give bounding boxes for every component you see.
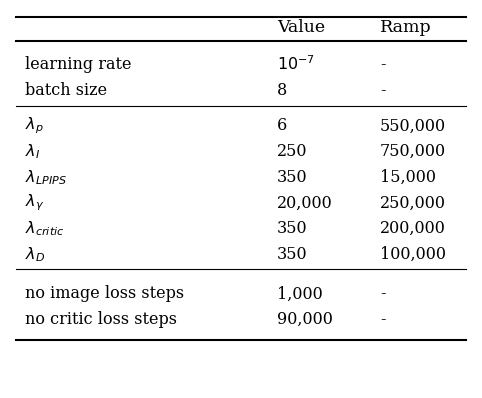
Text: 100,000: 100,000 xyxy=(380,246,446,263)
Text: batch size: batch size xyxy=(26,82,107,99)
Text: Value: Value xyxy=(277,19,325,35)
Text: 350: 350 xyxy=(277,220,308,237)
Text: 90,000: 90,000 xyxy=(277,311,333,328)
Text: $10^{-7}$: $10^{-7}$ xyxy=(277,55,315,74)
Text: 6: 6 xyxy=(277,117,287,135)
Text: 550,000: 550,000 xyxy=(380,117,446,135)
Text: -: - xyxy=(380,285,386,302)
Text: 8: 8 xyxy=(277,82,287,99)
Text: $\lambda_{\gamma}$: $\lambda_{\gamma}$ xyxy=(26,193,44,213)
Text: $\lambda_D$: $\lambda_D$ xyxy=(26,245,46,264)
Text: Ramp: Ramp xyxy=(380,19,431,35)
Text: $\lambda_I$: $\lambda_I$ xyxy=(26,142,40,161)
Text: -: - xyxy=(380,311,386,328)
Text: learning rate: learning rate xyxy=(26,56,132,73)
Text: 15,000: 15,000 xyxy=(380,169,436,186)
Text: $\lambda_p$: $\lambda_p$ xyxy=(26,115,44,136)
Text: 250: 250 xyxy=(277,143,308,160)
Text: -: - xyxy=(380,56,386,73)
Text: -: - xyxy=(380,82,386,99)
Text: 200,000: 200,000 xyxy=(380,220,446,237)
Text: $\lambda_{LPIPS}$: $\lambda_{LPIPS}$ xyxy=(26,168,67,187)
Text: no critic loss steps: no critic loss steps xyxy=(26,311,177,328)
Text: 350: 350 xyxy=(277,246,308,263)
Text: no image loss steps: no image loss steps xyxy=(26,285,185,302)
Text: 20,000: 20,000 xyxy=(277,195,333,211)
Text: 250,000: 250,000 xyxy=(380,195,446,211)
Text: 350: 350 xyxy=(277,169,308,186)
Text: $\lambda_{critic}$: $\lambda_{critic}$ xyxy=(26,219,65,238)
Text: 750,000: 750,000 xyxy=(380,143,446,160)
Text: 1,000: 1,000 xyxy=(277,285,322,302)
